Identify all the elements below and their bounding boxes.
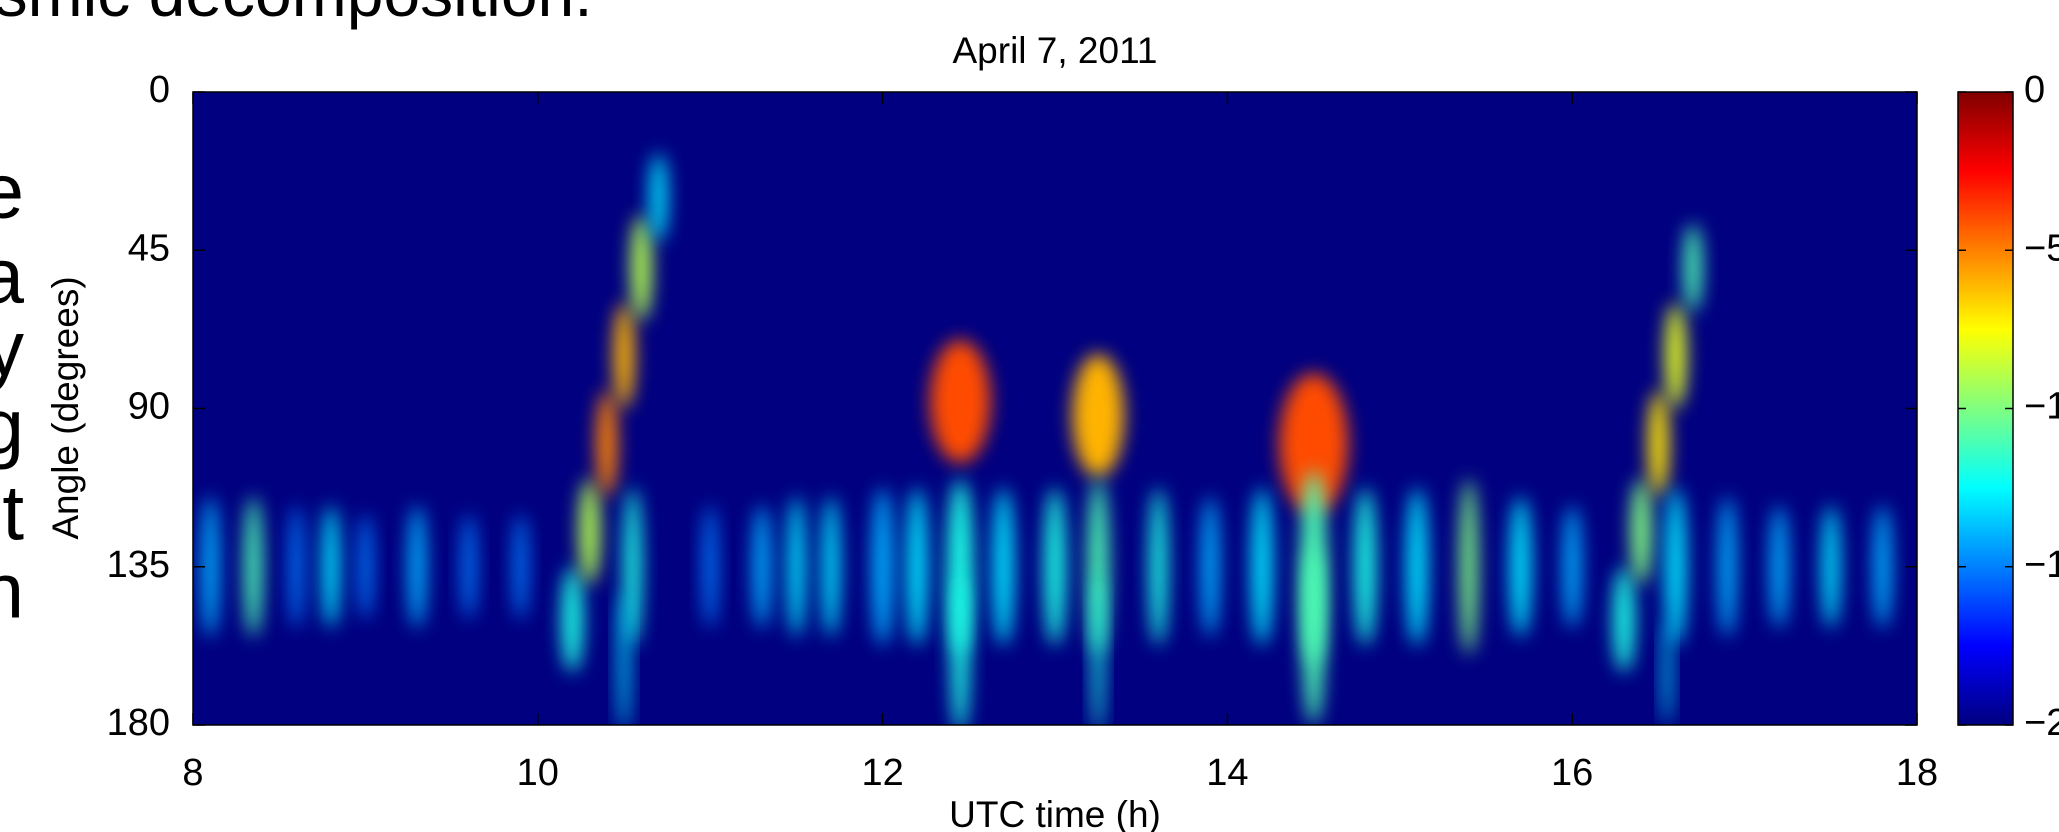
x-tick-label: 14 xyxy=(1206,752,1248,794)
heat-blob xyxy=(1648,390,1669,497)
heat-blob xyxy=(703,505,718,629)
side-text-line: g xyxy=(0,383,24,471)
heat-blob xyxy=(613,303,635,409)
x-axis-title: UTC time (h) xyxy=(949,794,1161,832)
heat-blob xyxy=(630,215,652,321)
slide-heading: ismic decomposition. xyxy=(0,0,593,30)
heat-blob xyxy=(596,390,618,497)
heatmap xyxy=(201,153,1892,725)
heat-blob xyxy=(822,496,840,638)
heat-blob xyxy=(951,575,969,725)
heat-blob xyxy=(513,514,528,620)
colorbar-tick-label: −5 xyxy=(2024,227,2059,269)
x-tick-label: 16 xyxy=(1551,752,1593,794)
heat-blob xyxy=(1770,505,1788,629)
heat-blob xyxy=(1072,353,1124,478)
heat-blob xyxy=(1092,575,1104,725)
heat-blob xyxy=(1665,487,1686,646)
heat-blob xyxy=(1303,549,1324,725)
heat-blob xyxy=(1822,505,1840,629)
heat-blob xyxy=(1510,496,1531,638)
side-text-line: t xyxy=(2,469,24,557)
y-axis-title: Angle (degrees) xyxy=(45,276,86,539)
heat-blob xyxy=(1279,373,1349,514)
heat-blob xyxy=(358,514,373,620)
colorbar-tick-label: 0 xyxy=(2024,69,2045,111)
chart-title: April 7, 2011 xyxy=(953,30,1158,71)
heat-blob xyxy=(992,487,1014,646)
heat-blob xyxy=(618,591,630,725)
y-tick-label: 180 xyxy=(107,702,170,744)
heat-blob xyxy=(1718,496,1736,638)
side-text-line: e xyxy=(0,147,24,235)
heat-blob xyxy=(1665,303,1686,409)
heat-blob xyxy=(1406,487,1428,646)
heat-blob xyxy=(408,505,426,629)
colorbar xyxy=(1957,91,2014,726)
heat-blob xyxy=(1563,505,1581,629)
heat-blob xyxy=(649,153,668,242)
heat-blob xyxy=(1613,566,1635,673)
heat-blob xyxy=(872,487,893,646)
x-tick-label: 8 xyxy=(182,752,203,794)
heat-blob xyxy=(1087,478,1109,655)
side-text-line: n xyxy=(0,547,24,635)
heat-blob xyxy=(1251,487,1273,646)
y-tick-label: 0 xyxy=(149,69,170,111)
heat-blob xyxy=(1354,487,1376,646)
heat-blob xyxy=(322,505,340,629)
side-text-line: a xyxy=(0,232,25,320)
heat-blob xyxy=(906,487,928,646)
heat-blob xyxy=(1460,478,1478,655)
heat-blob xyxy=(461,514,476,620)
heat-blob xyxy=(753,505,771,629)
x-tick-label: 10 xyxy=(517,752,559,794)
colorbar-tick-label: −15 xyxy=(2024,544,2059,586)
heat-blob xyxy=(787,496,806,638)
x-tick-label: 18 xyxy=(1896,752,1938,794)
y-tick-label: 135 xyxy=(107,544,170,586)
heat-blob xyxy=(1044,487,1066,646)
heat-blob xyxy=(244,496,262,638)
heat-blob xyxy=(201,496,219,638)
y-tick-label: 90 xyxy=(128,386,170,428)
heat-blob xyxy=(930,339,991,464)
heat-blob xyxy=(1684,223,1702,312)
heat-blob xyxy=(579,478,600,585)
heat-blob xyxy=(1149,487,1168,646)
heat-blob xyxy=(1662,619,1672,725)
side-text-line: y xyxy=(0,305,24,393)
heat-blob xyxy=(1873,505,1892,629)
heat-blob xyxy=(289,505,304,629)
x-tick-label: 12 xyxy=(861,752,903,794)
heat-blob xyxy=(1630,478,1652,585)
colorbar-tick-label: −10 xyxy=(2024,386,2059,428)
heat-blob xyxy=(624,487,642,646)
colorbar-tick-label: −20 xyxy=(2024,702,2059,744)
heat-blob xyxy=(1201,496,1219,638)
y-tick-label: 45 xyxy=(128,227,170,269)
heat-blob xyxy=(561,566,583,673)
